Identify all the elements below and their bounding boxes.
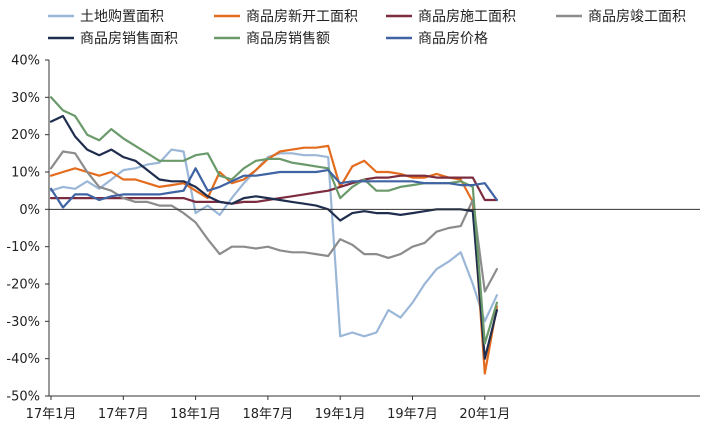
series-line bbox=[49, 114, 498, 360]
y-tick-label: -50% bbox=[6, 390, 40, 405]
series-line bbox=[49, 167, 498, 209]
y-tick-label: 10% bbox=[11, 166, 40, 181]
x-tick-label: 19年1月 bbox=[315, 407, 366, 422]
x-tick-label: 17年7月 bbox=[98, 407, 149, 422]
plot-area bbox=[48, 60, 700, 397]
x-tick-label: 19年7月 bbox=[387, 407, 438, 422]
y-tick-label: -40% bbox=[6, 352, 40, 367]
y-tick-label: -30% bbox=[6, 315, 40, 330]
y-axis-labels: 40% 30% 20% 10% 0% -10% -20% -30% -40% -50% bbox=[6, 54, 40, 405]
legend-label: 土地购置面积 bbox=[80, 9, 164, 25]
y-tick-label: -20% bbox=[6, 278, 40, 293]
y-tick-label: 30% bbox=[11, 91, 40, 106]
legend-label: 商品房竣工面积 bbox=[588, 9, 686, 25]
y-tick-label: 40% bbox=[11, 54, 40, 69]
y-tick-marks bbox=[45, 59, 49, 397]
legend-label: 商品房销售额 bbox=[246, 31, 330, 47]
x-axis-labels: 17年1月 17年7月 18年1月 18年7月 19年1月 19年7月 20年1月 bbox=[26, 407, 511, 422]
x-tick-label: 17年1月 bbox=[26, 407, 77, 422]
y-tick-label: -10% bbox=[6, 240, 40, 255]
x-tick-label: 18年7月 bbox=[242, 407, 293, 422]
x-tick-label: 18年1月 bbox=[170, 407, 221, 422]
series-line bbox=[49, 144, 498, 375]
y-tick-label: 20% bbox=[11, 128, 40, 143]
y-tick-label: 0% bbox=[19, 203, 40, 218]
series-line bbox=[49, 150, 498, 293]
legend-label: 商品房销售面积 bbox=[80, 31, 178, 47]
legend-label: 商品房施工面积 bbox=[418, 9, 516, 25]
x-tick-marks bbox=[50, 396, 486, 400]
series-lines bbox=[49, 96, 498, 375]
legend-label: 商品房价格 bbox=[418, 31, 488, 47]
legend-label: 商品房新开工面积 bbox=[246, 9, 358, 25]
x-tick-label: 20年1月 bbox=[459, 407, 510, 422]
series-line bbox=[49, 96, 498, 345]
